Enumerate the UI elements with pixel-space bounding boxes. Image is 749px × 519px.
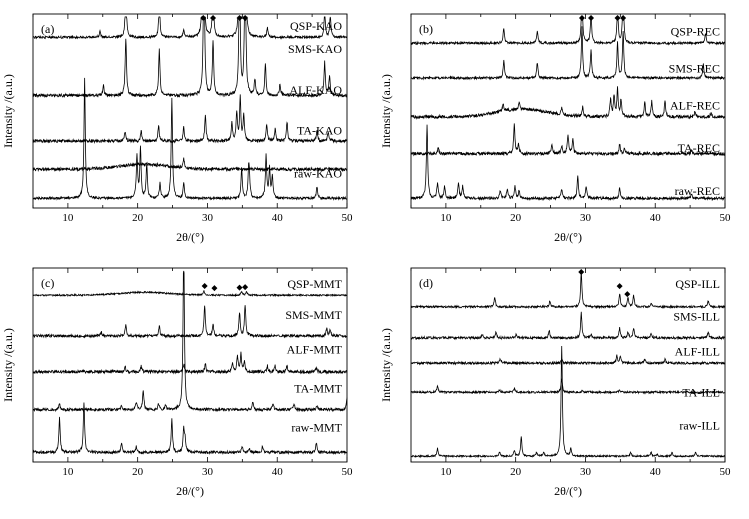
series-line-raw-mmt — [32, 402, 348, 456]
y-axis-label: Intensity /(a.u.) — [379, 74, 393, 148]
diamond-marker — [242, 284, 249, 291]
panel-label: (c) — [41, 276, 54, 290]
y-axis-label: Intensity /(a.u.) — [1, 328, 15, 402]
series-label: TA-REC — [678, 141, 720, 155]
series-label: raw-MMT — [291, 420, 342, 434]
x-tick-label: 10 — [62, 212, 74, 224]
x-tick-label: 30 — [580, 212, 592, 224]
series-line-sms-rec — [410, 26, 726, 81]
series-line-qsp-kao — [32, 16, 348, 40]
x-tick-label: 20 — [132, 212, 144, 224]
diamond-marker — [578, 269, 585, 275]
x-tick-label: 50 — [342, 212, 354, 224]
series-line-ta-rec — [410, 123, 726, 157]
series-label: ALF-REC — [670, 98, 720, 112]
diamond-marker — [201, 283, 208, 290]
series-line-qsp-rec — [410, 16, 726, 46]
x-axis-label: 2θ/(°) — [554, 230, 582, 244]
panel-label: (d) — [419, 276, 433, 290]
series-label: QSP-ILL — [675, 277, 720, 291]
x-axis-label: 2θ/(°) — [176, 230, 204, 244]
y-axis-label: Intensity /(a.u.) — [379, 328, 393, 402]
series-line-qsp-mmt — [32, 290, 348, 298]
x-tick-label: 50 — [720, 212, 732, 224]
series-label: QSP-MMT — [287, 277, 342, 291]
series-label: ALF-KAO — [289, 83, 342, 97]
series-label: SMS-REC — [669, 62, 720, 76]
panel-label: (b) — [419, 22, 433, 36]
diamond-marker — [236, 15, 243, 21]
panel-4: 10 20 30 40 50 2θ/(°) Intensity /(a.u.) (d) QSP-… — [379, 267, 732, 498]
series-label: raw-KAO — [294, 166, 342, 180]
x-axis-label: 2θ/(°) — [176, 484, 204, 498]
diamond-marker — [614, 15, 621, 21]
x-tick-label: 40 — [650, 212, 662, 224]
x-axis-label: 2θ/(°) — [554, 484, 582, 498]
diamond-marker — [620, 15, 627, 21]
diamond-marker — [588, 15, 595, 21]
series-label: SMS-ILL — [673, 310, 720, 324]
x-tick-label: 40 — [650, 466, 662, 478]
diamond-marker — [210, 15, 217, 21]
series-label: SMS-MMT — [285, 308, 342, 322]
plot-frame — [32, 13, 348, 209]
diamond-marker — [578, 15, 585, 21]
series-label: TA-MMT — [294, 382, 342, 396]
x-tick-label: 10 — [440, 212, 452, 224]
panel-2: 10 20 30 40 50 2θ/(°) Intensity /(a.u.) (b) QSP-… — [379, 13, 732, 244]
x-tick-label: 30 — [580, 466, 592, 478]
series-line-sms-ill — [410, 311, 726, 341]
diamond-marker — [200, 15, 207, 21]
series-label: TA-ILL — [682, 385, 720, 399]
x-tick-label: 20 — [510, 466, 522, 478]
x-tick-label: 10 — [62, 466, 74, 478]
series-label: SMS-KAO — [288, 42, 342, 56]
series-line-raw-ill — [410, 345, 726, 459]
plot-frame — [32, 267, 348, 463]
x-tick-label: 40 — [272, 212, 284, 224]
series-label: TA-KAO — [297, 124, 342, 138]
series-line-raw-rec — [410, 124, 726, 202]
series-label: QSP-REC — [671, 25, 720, 39]
series-line-alf-ill — [410, 354, 726, 366]
x-tick-label: 20 — [132, 466, 144, 478]
panel-label: (a) — [41, 22, 54, 36]
series-line-ta-ill — [410, 378, 726, 395]
series-line-qsp-ill — [410, 271, 726, 310]
x-tick-label: 30 — [202, 466, 214, 478]
x-tick-label: 50 — [342, 466, 354, 478]
series-line-ta-mmt — [32, 270, 348, 413]
series-line-sms-kao — [32, 16, 348, 99]
series-label: QSP-KAO — [290, 19, 342, 33]
x-tick-label: 10 — [440, 466, 452, 478]
x-tick-label: 30 — [202, 212, 214, 224]
plot-frame — [410, 267, 726, 463]
series-label: raw-REC — [675, 184, 720, 198]
series-line-alf-mmt — [32, 351, 348, 375]
diamond-marker — [624, 291, 631, 298]
x-tick-label: 50 — [720, 466, 732, 478]
series-label: ALF-ILL — [675, 345, 720, 359]
series-line-raw-kao — [32, 77, 348, 201]
series-label: raw-ILL — [679, 418, 720, 432]
diamond-marker — [236, 284, 243, 291]
series-line-ta-kao — [32, 157, 348, 173]
panel-1: 10 20 30 40 50 2θ/(°) Intensity /(a.u.) (a) QSP-… — [1, 13, 354, 244]
series-label: ALF-MMT — [287, 343, 343, 357]
diamond-marker — [242, 15, 249, 21]
y-axis-label: Intensity /(a.u.) — [1, 74, 15, 148]
x-tick-label: 40 — [272, 466, 284, 478]
plot-frame — [410, 13, 726, 209]
series-line-alf-rec — [410, 86, 726, 120]
diamond-marker — [211, 285, 218, 292]
panel-3: 10 20 30 40 50 2θ/(°) Intensity /(a.u.) (c) QSP-… — [1, 267, 354, 498]
x-tick-label: 20 — [510, 212, 522, 224]
diamond-marker — [616, 283, 623, 290]
series-line-sms-mmt — [32, 305, 348, 339]
